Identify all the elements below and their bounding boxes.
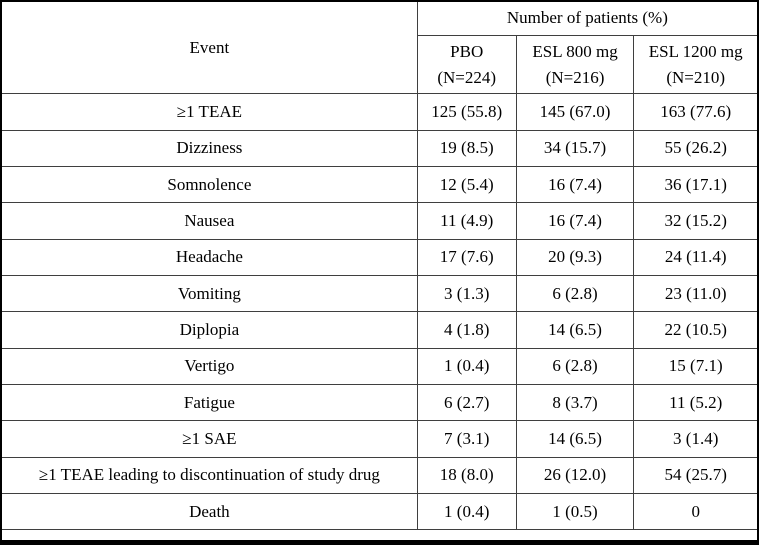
value-cell-pbo: 1 (0.4) bbox=[416, 347, 517, 385]
value-cell-esl1200: 55 (26.2) bbox=[633, 129, 757, 167]
value-cell-pbo: 18 (8.0) bbox=[416, 456, 517, 494]
column-header-esl800: ESL 800 mg (N=216) bbox=[515, 34, 635, 95]
value-cell-esl1200: 163 (77.6) bbox=[633, 93, 757, 131]
column-header-esl1200-name: ESL 1200 mg bbox=[648, 41, 743, 61]
event-cell: ≥1 TEAE bbox=[2, 93, 418, 131]
value-cell-esl1200: 15 (7.1) bbox=[633, 347, 757, 385]
event-cell: ≥1 SAE bbox=[2, 420, 418, 458]
value-cell-esl800: 14 (6.5) bbox=[515, 311, 635, 349]
event-cell: Headache bbox=[2, 238, 418, 276]
column-header-pbo: PBO (N=224) bbox=[417, 34, 517, 95]
event-cell: Dizziness bbox=[2, 129, 418, 167]
table-row-sae: ≥1 SAE 7 (3.1) 14 (6.5) 3 (1.4) bbox=[2, 420, 757, 458]
value-cell-esl800: 20 (9.3) bbox=[515, 238, 635, 276]
event-cell: Vomiting bbox=[2, 274, 418, 313]
empty-footer-cell bbox=[2, 529, 757, 540]
value-cell-esl800: 145 (67.0) bbox=[515, 93, 635, 131]
value-cell-esl1200: 24 (11.4) bbox=[633, 238, 757, 276]
value-cell-esl800: 6 (2.8) bbox=[515, 347, 635, 385]
event-cell: Somnolence bbox=[2, 165, 418, 204]
value-cell-esl1200: 11 (5.2) bbox=[633, 383, 757, 422]
value-cell-esl800: 14 (6.5) bbox=[515, 420, 635, 458]
value-cell-esl800: 26 (12.0) bbox=[515, 456, 635, 494]
table-row-vertigo: Vertigo 1 (0.4) 6 (2.8) 15 (7.1) bbox=[2, 347, 757, 385]
table-row-dizziness: Dizziness 19 (8.5) 34 (15.7) 55 (26.2) bbox=[2, 129, 757, 167]
value-cell-esl1200: 3 (1.4) bbox=[633, 420, 757, 458]
table-row-diplopia: Diplopia 4 (1.8) 14 (6.5) 22 (10.5) bbox=[2, 311, 757, 349]
value-cell-esl1200: 0 bbox=[633, 492, 757, 531]
value-cell-pbo: 12 (5.4) bbox=[416, 165, 517, 204]
value-cell-pbo: 11 (4.9) bbox=[416, 202, 517, 240]
event-cell: Diplopia bbox=[2, 311, 418, 349]
empty-footer-row bbox=[2, 529, 757, 540]
table-row-teae: ≥1 TEAE 125 (55.8) 145 (67.0) 163 (77.6) bbox=[2, 93, 757, 131]
event-cell: Fatigue bbox=[2, 383, 418, 422]
value-cell-esl800: 16 (7.4) bbox=[515, 202, 635, 240]
table-row-somnolence: Somnolence 12 (5.4) 16 (7.4) 36 (17.1) bbox=[2, 165, 757, 204]
column-header-esl800-n: (N=216) bbox=[545, 67, 605, 87]
group-column-header: Number of patients (%) bbox=[416, 2, 757, 36]
value-cell-esl800: 8 (3.7) bbox=[515, 383, 635, 422]
value-cell-pbo: 4 (1.8) bbox=[416, 311, 517, 349]
table-row-fatigue: Fatigue 6 (2.7) 8 (3.7) 11 (5.2) bbox=[2, 383, 757, 422]
value-cell-esl1200: 36 (17.1) bbox=[633, 165, 757, 204]
column-header-esl800-name: ESL 800 mg bbox=[532, 41, 618, 61]
value-cell-pbo: 17 (7.6) bbox=[416, 238, 517, 276]
event-cell: Death bbox=[2, 492, 418, 531]
event-cell: Vertigo bbox=[2, 347, 418, 385]
value-cell-pbo: 7 (3.1) bbox=[416, 420, 517, 458]
value-cell-esl800: 34 (15.7) bbox=[515, 129, 635, 167]
event-column-header: Event bbox=[2, 2, 418, 95]
table-row-teae-discontinuation: ≥1 TEAE leading to discontinuation of st… bbox=[2, 456, 757, 494]
column-header-esl1200: ESL 1200 mg (N=210) bbox=[633, 34, 757, 95]
column-header-esl1200-n: (N=210) bbox=[666, 67, 726, 87]
table-row-headache: Headache 17 (7.6) 20 (9.3) 24 (11.4) bbox=[2, 238, 757, 276]
value-cell-esl1200: 22 (10.5) bbox=[633, 311, 757, 349]
value-cell-esl800: 1 (0.5) bbox=[515, 492, 635, 531]
table-row-vomiting: Vomiting 3 (1.3) 6 (2.8) 23 (11.0) bbox=[2, 274, 757, 313]
column-header-pbo-name: PBO bbox=[450, 41, 484, 61]
value-cell-pbo: 19 (8.5) bbox=[416, 129, 517, 167]
table-row-nausea: Nausea 11 (4.9) 16 (7.4) 32 (15.2) bbox=[2, 202, 757, 240]
column-header-pbo-n: (N=224) bbox=[437, 67, 497, 87]
value-cell-pbo: 125 (55.8) bbox=[416, 93, 517, 131]
value-cell-esl1200: 54 (25.7) bbox=[633, 456, 757, 494]
value-cell-esl1200: 32 (15.2) bbox=[633, 202, 757, 240]
value-cell-esl1200: 23 (11.0) bbox=[633, 274, 757, 313]
value-cell-esl800: 6 (2.8) bbox=[515, 274, 635, 313]
table-row-death: Death 1 (0.4) 1 (0.5) 0 bbox=[2, 492, 757, 531]
value-cell-pbo: 6 (2.7) bbox=[416, 383, 517, 422]
value-cell-pbo: 3 (1.3) bbox=[416, 274, 517, 313]
value-cell-pbo: 1 (0.4) bbox=[416, 492, 517, 531]
value-cell-esl800: 16 (7.4) bbox=[515, 165, 635, 204]
event-cell: ≥1 TEAE leading to discontinuation of st… bbox=[2, 456, 418, 494]
event-cell: Nausea bbox=[2, 202, 418, 240]
